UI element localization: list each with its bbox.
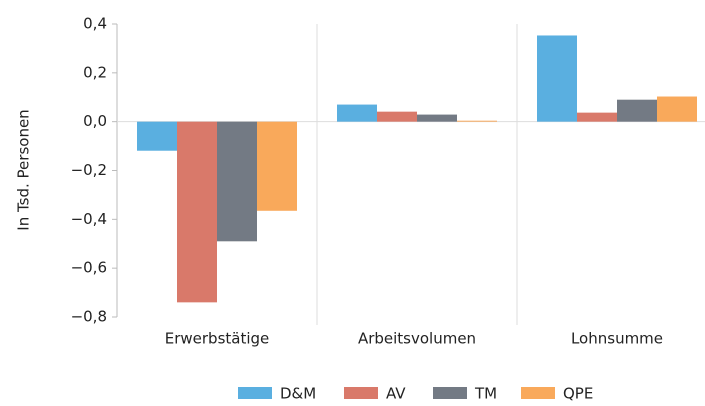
bar [417, 114, 457, 122]
y-tick-label: 0,2 [83, 63, 107, 81]
y-axis-label: In Tsd. Personen [15, 109, 33, 230]
bar [337, 104, 377, 122]
y-tick-label: −0,6 [71, 259, 107, 277]
legend-label: QPE [563, 385, 593, 403]
bar [577, 112, 617, 122]
bar [257, 121, 297, 211]
bar [537, 35, 577, 122]
legend-label: TM [474, 385, 497, 403]
x-tick-label: Erwerbstätige [165, 330, 270, 348]
bar [657, 96, 697, 122]
legend-label: D&M [280, 385, 316, 403]
legend-swatch [344, 387, 378, 399]
bar [457, 120, 497, 122]
legend-swatch [521, 387, 555, 399]
y-tick-label: 0,4 [83, 15, 107, 33]
x-tick-label: Arbeitsvolumen [358, 330, 476, 348]
y-tick-label: −0,2 [71, 161, 107, 179]
legend-label: AV [386, 385, 406, 403]
bar [137, 121, 177, 151]
bar [177, 121, 217, 303]
y-tick-label: −0,4 [71, 210, 107, 228]
bar [617, 99, 657, 122]
legend-swatch [433, 387, 467, 399]
bar [377, 111, 417, 122]
x-tick-label: Lohnsumme [571, 330, 663, 348]
y-tick-label: −0,8 [71, 308, 107, 326]
y-tick-label: 0,0 [83, 112, 107, 130]
legend-swatch [238, 387, 272, 399]
bar [217, 121, 257, 242]
